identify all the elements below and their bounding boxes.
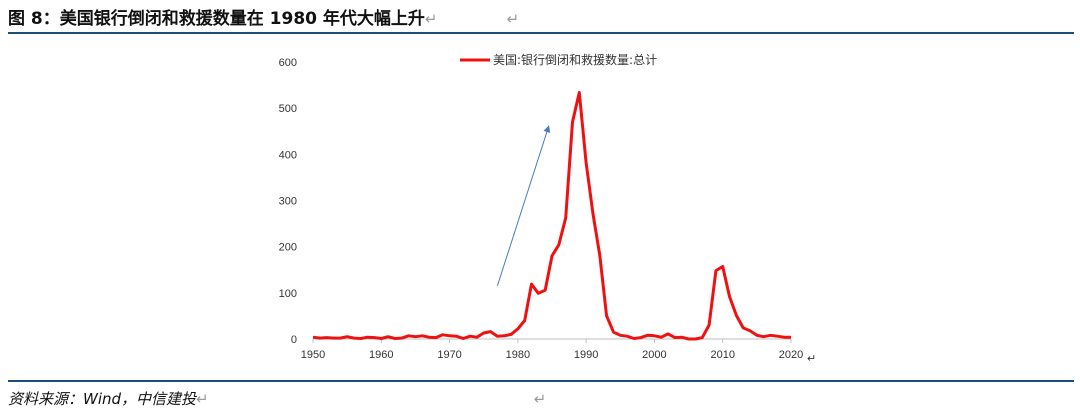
x-tick-label: 1950 xyxy=(301,349,325,361)
series-line xyxy=(312,91,791,341)
return-mark: ↵ xyxy=(424,10,438,28)
x-tick-label: 1960 xyxy=(369,349,393,361)
trend-arrow xyxy=(496,125,551,287)
annotations xyxy=(496,125,551,287)
return-mark: ↵ xyxy=(196,390,209,408)
figure-title: 图 8：美国银行倒闭和救援数量在 1980 年代大幅上升 xyxy=(8,9,425,29)
source-row: 资料来源：Wind，中信建投↵ ↵ xyxy=(8,388,546,409)
x-axis-ticks: 1950 1960 1970 1980 1990 2000 2010 2020 xyxy=(301,339,803,361)
figure-title-row: 图 8：美国银行倒闭和救援数量在 1980 年代大幅上升↵ ↵ xyxy=(8,4,520,29)
y-tick-label: 300 xyxy=(279,196,297,208)
return-mark: ↵ xyxy=(807,353,816,365)
y-tick-label: 500 xyxy=(279,103,297,115)
y-tick-label: 600 xyxy=(279,57,297,69)
y-tick-label: 200 xyxy=(279,242,297,254)
x-tick-label: 1970 xyxy=(437,349,461,361)
y-axis-ticks: 0 100 200 300 400 500 600 xyxy=(279,57,297,346)
y-tick-label: 0 xyxy=(291,334,297,346)
top-divider xyxy=(8,32,1074,34)
y-tick-label: 100 xyxy=(279,288,297,300)
x-tick-label: 1990 xyxy=(574,349,598,361)
legend: 美国:银行倒闭和救援数量:总计 xyxy=(460,52,657,67)
x-tick-label: 2000 xyxy=(642,349,666,361)
legend-label: 美国:银行倒闭和救援数量:总计 xyxy=(493,52,657,67)
y-tick-label: 400 xyxy=(279,149,297,161)
bottom-divider xyxy=(8,380,1074,382)
return-mark: ↵ xyxy=(506,10,520,28)
x-tick-label: 1980 xyxy=(506,349,530,361)
x-tick-label: 2010 xyxy=(710,349,734,361)
source-note: 资料来源：Wind，中信建投 xyxy=(8,390,197,408)
x-tick-label: 2020 xyxy=(779,349,803,361)
return-mark: ↵ xyxy=(533,390,547,408)
